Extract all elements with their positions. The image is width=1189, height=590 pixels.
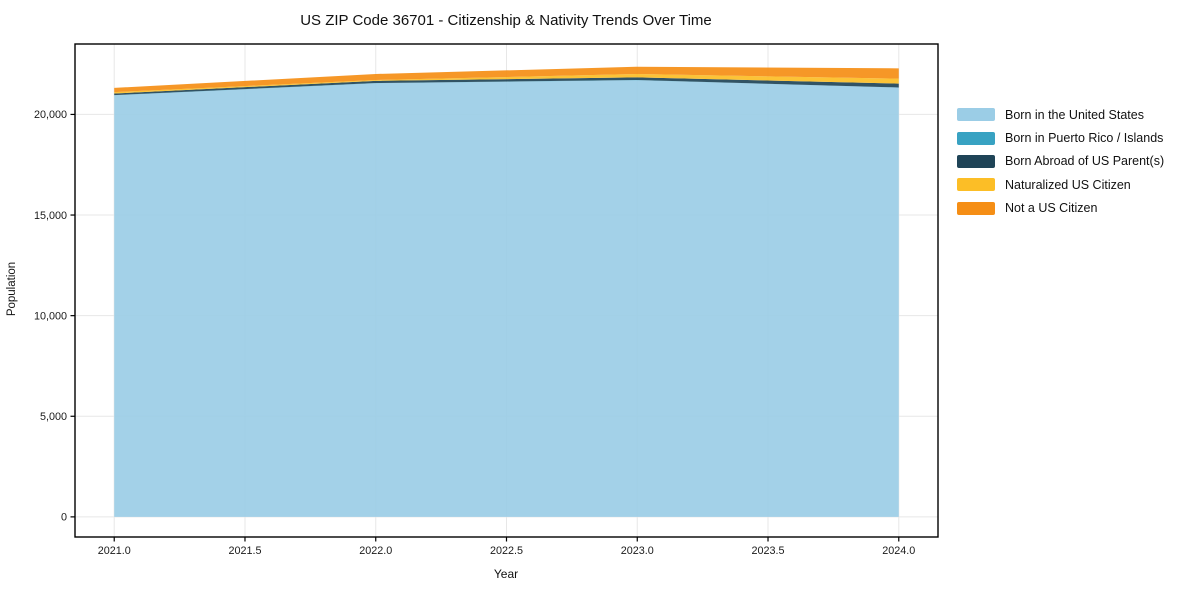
legend-swatch — [957, 131, 995, 145]
legend-swatch — [957, 154, 995, 168]
legend-swatch — [957, 178, 995, 192]
legend-swatch — [957, 201, 995, 215]
legend-item: Naturalized US Citizen — [957, 173, 1164, 196]
x-tick-label: 2022.5 — [490, 545, 523, 557]
legend-item: Born in the United States — [957, 103, 1164, 126]
axis-ticks: 0 5,000 10,000 15,000 20,000 2021.0 2021.5 2022… — [34, 109, 915, 557]
legend: Born in the United States Born in Puerto … — [957, 103, 1164, 220]
y-tick-label: 15,000 — [34, 210, 67, 222]
x-tick-label: 2023.0 — [621, 545, 654, 557]
y-tick-label: 0 — [61, 512, 67, 524]
legend-label: Naturalized US Citizen — [1005, 177, 1131, 192]
area-series-born-abroad-of-us-parent-s- — [114, 77, 899, 96]
x-tick-label: 2021.0 — [98, 545, 131, 557]
y-tick-label: 10,000 — [34, 310, 67, 322]
stacked-areas — [114, 66, 899, 517]
legend-label: Born Abroad of US Parent(s) — [1005, 154, 1165, 169]
area-series-naturalized-us-citizen — [114, 73, 899, 94]
x-tick-label: 2023.5 — [751, 545, 784, 557]
legend-label: Born in Puerto Rico / Islands — [1005, 131, 1164, 146]
y-tick-label: 20,000 — [34, 109, 67, 121]
chart-title: US ZIP Code 36701 - Citizenship & Nativi… — [300, 12, 712, 29]
legend-label: Born in the United States — [1005, 107, 1144, 122]
y-tick-label: 5,000 — [40, 411, 67, 423]
x-axis-label: Year — [494, 567, 518, 581]
x-tick-label: 2024.0 — [882, 545, 915, 557]
legend-item: Born in Puerto Rico / Islands — [957, 126, 1164, 149]
x-tick-label: 2022.0 — [359, 545, 392, 557]
y-axis-label: Population — [6, 262, 18, 316]
x-tick-label: 2021.5 — [228, 545, 261, 557]
legend-swatch — [957, 108, 995, 122]
area-series-born-in-the-united-states — [114, 80, 899, 517]
legend-label: Not a US Citizen — [1005, 201, 1098, 216]
area-series-not-a-us-citizen — [114, 66, 899, 93]
legend-item: Not a US Citizen — [957, 197, 1164, 220]
legend-item: Born Abroad of US Parent(s) — [957, 150, 1164, 173]
